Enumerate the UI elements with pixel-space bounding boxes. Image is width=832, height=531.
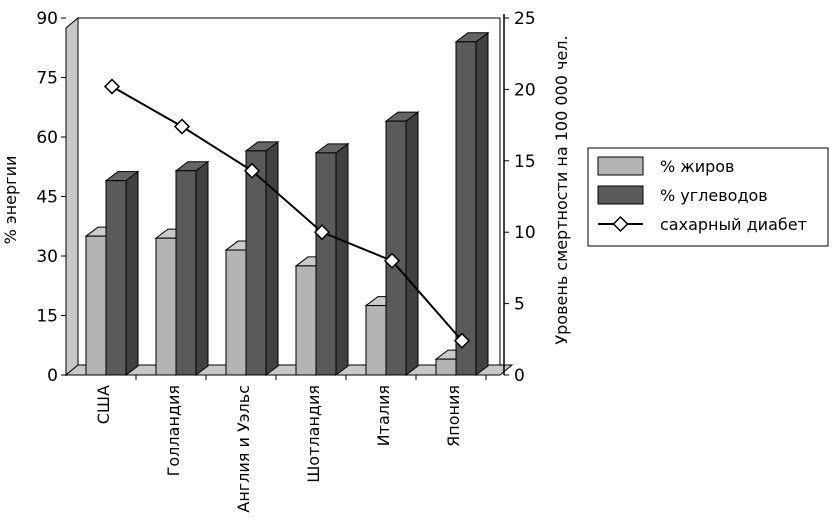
bar-carbs	[104, 170, 140, 376]
bar-side-face	[125, 170, 139, 376]
legend-label-fat: % жиров	[660, 157, 734, 176]
side-wall	[65, 16, 79, 377]
diabetes-point	[383, 252, 401, 269]
x-category-label: Англия и Уэльс	[234, 385, 253, 513]
bar-front-face	[455, 41, 477, 376]
y2-tick-label: 25	[514, 9, 536, 29]
diabetes-point	[243, 162, 261, 179]
bar-front-face	[85, 235, 107, 376]
legend-swatch-carbs	[597, 185, 644, 205]
y2-tick-label: 15	[514, 152, 536, 172]
legend-label-carbs: % углеводов	[660, 186, 768, 205]
x-category-label: Япония	[444, 385, 463, 447]
legend-diamond-marker	[612, 215, 629, 233]
bar-side-face	[195, 160, 209, 376]
bar-side-face	[335, 142, 349, 376]
legend-swatch-fat	[597, 156, 644, 176]
bar-front-face	[155, 237, 177, 376]
back-wall	[77, 17, 501, 366]
bar-carbs	[454, 31, 490, 376]
plot-background	[64, 16, 514, 377]
bar-front-face	[435, 358, 457, 376]
x-category-label: Италия	[374, 385, 393, 446]
bar-front-face	[385, 120, 407, 376]
diabetes-point	[313, 224, 331, 241]
diabetes-line-group	[103, 78, 471, 349]
diabetes-point	[453, 332, 471, 349]
diabetes-point	[173, 118, 191, 135]
y2-tick-label: 5	[514, 295, 525, 315]
legend-label-diabetes: сахарный диабет	[660, 215, 807, 234]
y2-tick-label: 10	[514, 223, 536, 243]
y-tick-label: 0	[47, 366, 58, 386]
bar-carbs	[244, 140, 280, 376]
y-axis-label: % энергии	[1, 156, 20, 245]
y-tick-label: 45	[36, 188, 58, 208]
bars-group	[84, 31, 490, 376]
bar-front-face	[315, 152, 337, 376]
bar-front-face	[245, 150, 267, 376]
legend: % жиров % углеводов сахарный диабет	[587, 147, 829, 247]
y-tick-label: 15	[36, 307, 58, 327]
y-tick-label: 75	[36, 69, 58, 89]
bar-side-face	[265, 140, 279, 376]
bar-front-face	[175, 170, 197, 376]
bar-front-face	[295, 265, 317, 376]
diabetes-point	[103, 78, 121, 95]
axes-group: 0 15 30 45 60 75 90 0 5 10 15 20 25 США Голландия Англи…	[36, 9, 535, 513]
y-tick-label: 60	[36, 128, 58, 148]
diabetes-line	[111, 85, 463, 342]
bar-side-face	[405, 111, 419, 376]
bar-front-face	[365, 305, 387, 376]
y-tick-label: 90	[36, 9, 58, 29]
x-category-label: Шотландия	[304, 385, 323, 483]
bar-carbs	[384, 111, 420, 376]
x-category-label: США	[94, 385, 113, 424]
bar-side-face	[475, 31, 489, 376]
bar-front-face	[225, 249, 247, 376]
y2-tick-label: 0	[514, 366, 525, 386]
bar-carbs	[174, 160, 210, 376]
bar-front-face	[105, 180, 127, 376]
bar-carbs	[314, 142, 350, 376]
x-category-label: Голландия	[164, 385, 183, 476]
y-tick-label: 30	[36, 247, 58, 267]
y2-tick-label: 20	[514, 80, 536, 100]
y2-axis-label: Уровень смертности на 100 000 чел.	[552, 35, 571, 344]
